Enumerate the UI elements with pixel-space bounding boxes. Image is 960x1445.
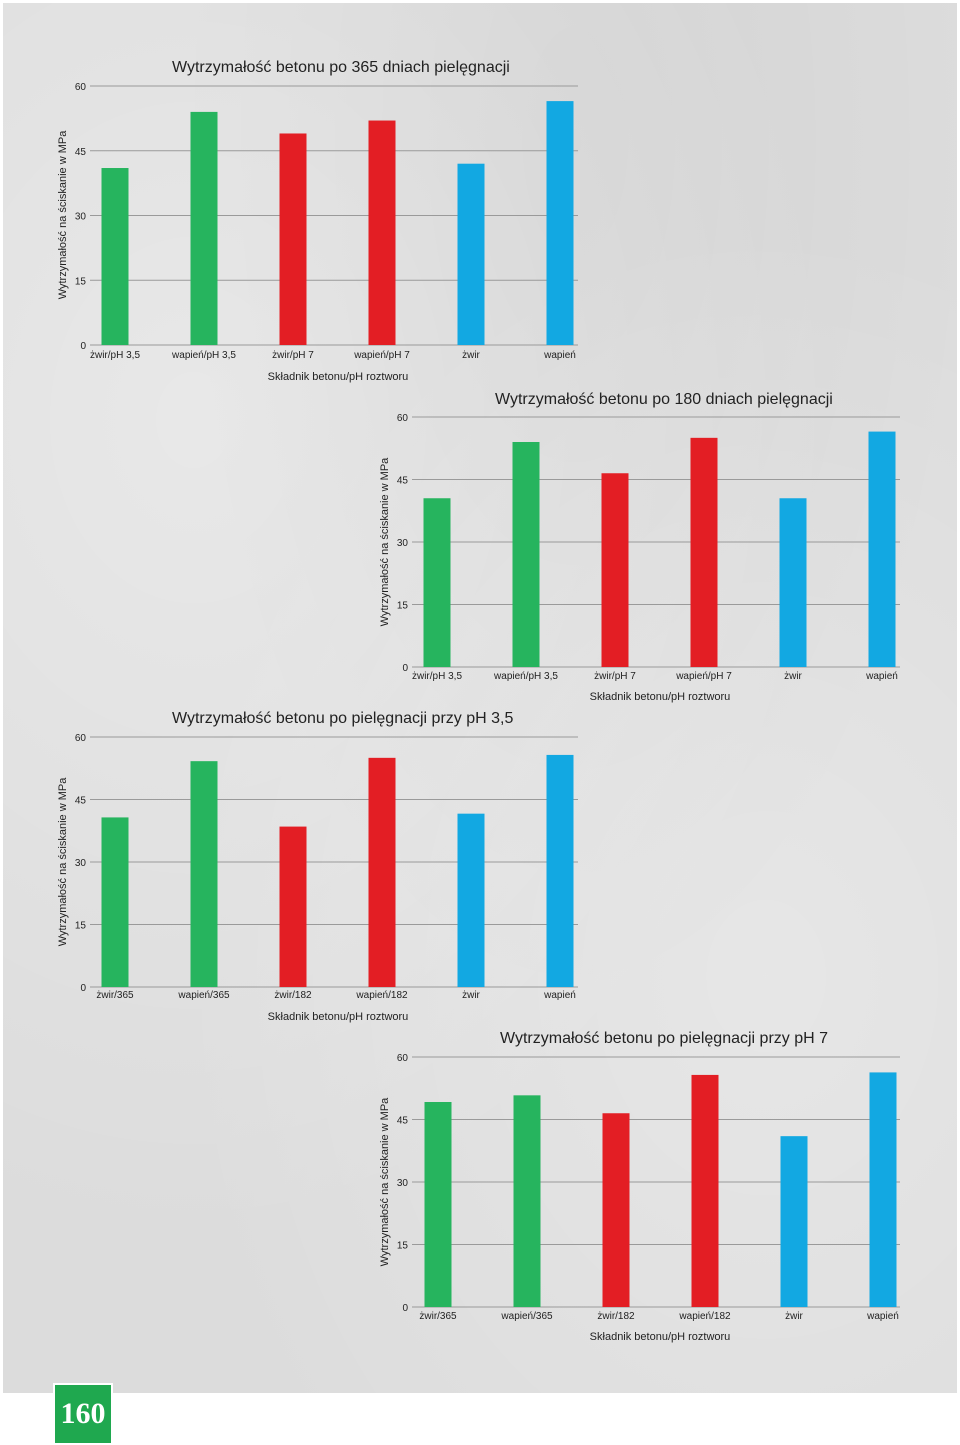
chart-4-bar: [869, 1072, 897, 1307]
chart-1-bar: [279, 133, 307, 345]
chart-3-y-tick-label: 30: [75, 858, 87, 869]
chart-1-bar: [368, 120, 396, 346]
chart-1-category-label: wapień/pH 7: [353, 350, 410, 361]
chart-3-bar: [101, 817, 129, 987]
chart-1-y-axis-title: Wytrzymałość na ściskanie w MPa: [57, 130, 69, 299]
chart-2-bar: [512, 442, 540, 667]
chart-4-x-axis-title: Składnik betonu/pH roztworu: [590, 1331, 731, 1343]
chart-4-title: Wytrzymałość betonu po pielęgnacji przy …: [500, 1030, 828, 1047]
chart-3-y-axis-title: Wytrzymałość na ściskanie w MPa: [57, 777, 69, 946]
chart-3-y-tick-label: 45: [75, 796, 87, 807]
chart-2-title: Wytrzymałość betonu po 180 dniach pielęg…: [495, 391, 833, 408]
chart-2-bar: [779, 498, 807, 667]
chart-2-y-tick-label: 60: [397, 413, 409, 424]
chart-1-category-label: żwir: [462, 350, 480, 361]
chart-3-x-axis-title: Składnik betonu/pH roztworu: [268, 1011, 409, 1023]
chart-1-title: Wytrzymałość betonu po 365 dniach pielęg…: [172, 59, 510, 76]
chart-3-bar: [546, 754, 574, 987]
chart-2-bar: [601, 473, 629, 667]
chart-4-y-tick-label: 60: [397, 1053, 409, 1064]
chart-2-y-tick-label: 0: [402, 663, 408, 674]
chart-2-bar: [690, 437, 718, 667]
chart-3-category-label: wapień/365: [177, 990, 230, 1001]
chart-1-y-tick-label: 30: [75, 212, 87, 223]
chart-1-y-tick-label: 60: [75, 82, 87, 93]
chart-2-category-label: żwir: [784, 671, 802, 682]
chart-4-bar: [513, 1095, 541, 1307]
page-number-badge: 160: [53, 1383, 113, 1445]
chart-3-category-label: żwir/182: [274, 990, 312, 1001]
chart-1-y-tick-label: 45: [75, 147, 87, 158]
chart-4-category-label: wapień/182: [678, 1311, 731, 1322]
chart-2-category-label: wapień: [865, 671, 898, 682]
chart-3-category-label: wapień: [543, 990, 576, 1001]
chart-1-bar: [101, 168, 129, 345]
chart-3-y-tick-label: 60: [75, 733, 87, 744]
chart-4-y-tick-label: 0: [402, 1303, 408, 1314]
chart-2-y-axis-title: Wytrzymałość na ściskanie w MPa: [379, 457, 391, 626]
chart-1-y-tick-label: 15: [75, 276, 87, 287]
chart-1-bar: [457, 163, 485, 345]
chart-3-bar: [368, 757, 396, 987]
chart-3-y-tick-label: 15: [75, 921, 87, 932]
chart-3-bar: [279, 826, 307, 987]
chart-3-bar: [457, 813, 485, 987]
chart-1-category-label: wapień/pH 3,5: [171, 350, 236, 361]
chart-1-y-tick-label: 0: [80, 341, 86, 352]
chart-1-category-label: żwir/pH 3,5: [90, 350, 140, 361]
chart-1-category-label: wapień: [543, 350, 576, 361]
chart-2-y-tick-label: 15: [397, 601, 409, 612]
chart-3-y-tick-label: 0: [80, 983, 86, 994]
chart-4-y-tick-label: 30: [397, 1178, 409, 1189]
chart-2-y-tick-label: 45: [397, 476, 409, 487]
chart-3-category-label: żwir/365: [96, 990, 134, 1001]
chart-4-y-axis-title: Wytrzymałość na ściskanie w MPa: [379, 1097, 391, 1266]
chart-4-category-label: żwir/365: [419, 1311, 457, 1322]
chart-3-category-label: wapień/182: [355, 990, 408, 1001]
chart-4-bar: [691, 1074, 719, 1307]
chart-2-category-label: żwir/pH 3,5: [412, 671, 462, 682]
chart-3-category-label: żwir: [462, 990, 480, 1001]
chart-3-title: Wytrzymałość betonu po pielęgnacji przy …: [172, 710, 513, 727]
chart-4-category-label: wapień/365: [500, 1311, 553, 1322]
chart-4-bar: [780, 1136, 808, 1307]
chart-4-category-label: żwir: [785, 1311, 803, 1322]
chart-4-y-tick-label: 15: [397, 1241, 409, 1252]
chart-4-y-tick-label: 45: [397, 1116, 409, 1127]
chart-4-bar: [602, 1113, 630, 1307]
chart-2-y-tick-label: 30: [397, 538, 409, 549]
chart-2-bar: [868, 431, 896, 667]
chart-3-bar: [190, 761, 218, 987]
chart-1-bar: [190, 111, 218, 346]
chart-1-category-label: żwir/pH 7: [272, 350, 314, 361]
chart-2-x-axis-title: Składnik betonu/pH roztworu: [590, 691, 731, 703]
chart-2-category-label: wapień/pH 7: [675, 671, 732, 682]
chart-4-bar: [424, 1102, 452, 1307]
chart-4-category-label: wapień: [866, 1311, 899, 1322]
chart-2-bar: [423, 498, 451, 667]
chart-4-category-label: żwir/182: [597, 1311, 635, 1322]
chart-1-bar: [546, 101, 574, 345]
chart-2-category-label: wapień/pH 3,5: [493, 671, 558, 682]
chart-1-x-axis-title: Składnik betonu/pH roztworu: [268, 371, 409, 383]
chart-2-category-label: żwir/pH 7: [594, 671, 636, 682]
